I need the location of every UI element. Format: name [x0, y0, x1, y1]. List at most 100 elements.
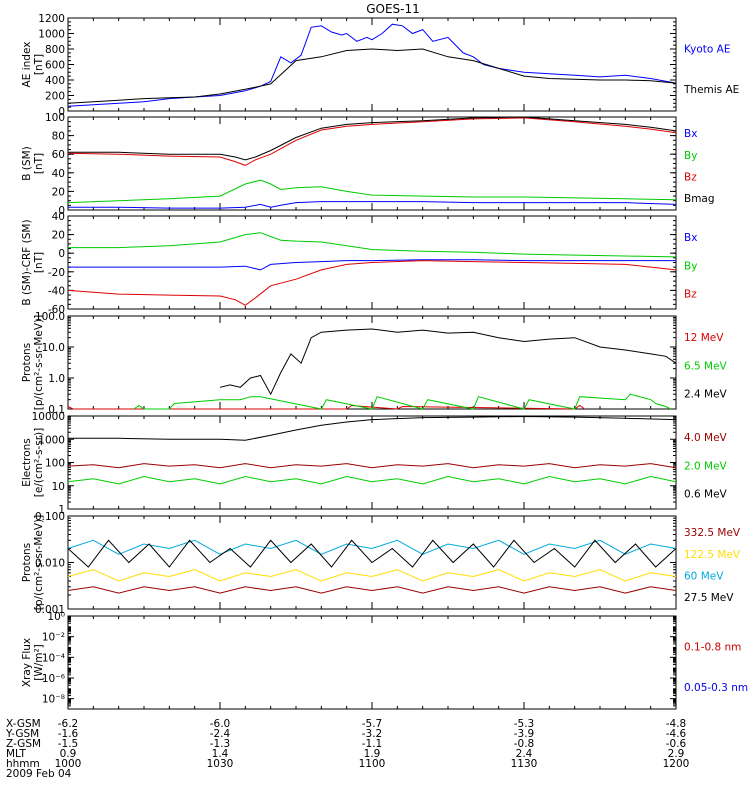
y-axis-title: B (SM) [21, 146, 33, 180]
y-axis-title: [e/(cm²-s-sr)] [33, 428, 45, 497]
x-row-value: 1130 [511, 758, 538, 770]
legend-entry: Themis AE [683, 84, 739, 96]
series-line-4-2 [67, 475, 677, 485]
panel-3: 0.1 1.0 10.0 100.0 Protons [p/(cm²-s-sr-MeV)]… [21, 311, 728, 416]
date-label: 2009 Feb 04 [6, 768, 72, 780]
y-tick-label: 60 [52, 149, 65, 161]
series-line-2-2 [67, 260, 677, 306]
x-row-label: Z-GSM [6, 738, 41, 750]
x-row-value: 1030 [207, 758, 234, 770]
series-line-1-3 [68, 116, 677, 161]
series-line-4-1 [67, 463, 677, 469]
series-line-1-0 [68, 201, 677, 209]
y-tick-label: 1000 [38, 434, 65, 446]
x-row-label: hhmm [6, 758, 40, 770]
panel-frame [67, 615, 677, 710]
legend-entry: 0.1-0.8 nm [684, 641, 741, 653]
y-tick-label: 100.0 [35, 311, 65, 323]
series-line-3-0 [67, 404, 586, 410]
panel-frame [67, 17, 677, 112]
series-line-3-1 [133, 393, 672, 410]
y-tick-label: -20 [48, 267, 65, 279]
series-line-5-3 [67, 539, 677, 568]
y-tick-label: 10000 [32, 411, 65, 423]
panel-6: 10⁻⁸ 10⁻⁶ 10⁻⁴ 10⁻² 10⁰ Xray Flux [W/m²] 0.1-0.… [21, 611, 748, 710]
x-row-value: 1.4 [212, 748, 229, 760]
y-tick-label: 10⁻⁸ [42, 694, 65, 706]
series-line-5-1 [67, 569, 677, 582]
x-row-value: 1100 [359, 758, 386, 770]
y-tick-label: 800 [45, 44, 65, 56]
legend-entry: 0.05-0.3 nm [684, 682, 748, 694]
x-row-label: MLT [6, 748, 26, 760]
y-tick-label: 0.1 [48, 404, 65, 416]
y-tick-label: -60 [48, 304, 65, 316]
y-tick-label: 0 [58, 248, 65, 260]
series-line-5-2 [67, 539, 677, 555]
y-tick-label: 0 [58, 106, 65, 118]
y-tick-label: 10⁰ [47, 611, 65, 623]
legend-entry: By [684, 150, 697, 162]
panel-0: 0 200 400 600 800 1000 1200 AE index [nT] Kyoto A… [21, 13, 739, 118]
y-tick-label: 80 [52, 131, 65, 143]
y-tick-label: 10⁻⁶ [42, 673, 65, 685]
panel-4: 1 10 100 1000 10000 Electrons [e/(cm²-s-sr)] 4.… [21, 411, 728, 516]
series-line-2-1 [68, 232, 677, 258]
x-row-label: X-GSM [6, 718, 41, 730]
panel-5: 0.001 0.010 0.100 Protons [p/(cm²-s-sr-MeV)]… [21, 511, 741, 616]
legend-entry: 122.5 MeV [684, 549, 741, 561]
series-line-5-0 [67, 586, 677, 594]
legend-entry: 27.5 MeV [684, 592, 734, 604]
x-row-value: -4.6 [666, 728, 687, 740]
x-row-value: 0.9 [60, 748, 77, 760]
series-line-0-1 [67, 48, 677, 104]
y-tick-label: 20 [52, 186, 65, 198]
y-tick-label: 0.010 [35, 558, 65, 570]
y-tick-label: 40 [52, 211, 65, 223]
y-tick-label: 100 [45, 112, 65, 124]
panel-2: -60 -40 -20 0 20 40 B (SM)-CRF (SM) [nT] Bx By Bz [21, 211, 697, 316]
x-row-value: -5.3 [514, 718, 535, 730]
panel-frame [67, 116, 677, 211]
x-row-value: 1.9 [364, 748, 381, 760]
legend-entry: Bz [684, 289, 697, 301]
y-tick-label: 1 [58, 504, 65, 516]
x-row-value: -1.5 [58, 738, 79, 750]
y-tick-label: 1.0 [48, 373, 65, 385]
legend-entry: 2.0 MeV [684, 460, 728, 472]
x-row-value: -2.4 [210, 728, 231, 740]
y-tick-label: 0.001 [35, 604, 65, 616]
y-axis-title: [nT] [33, 252, 45, 273]
y-tick-label: 10⁻² [42, 632, 65, 644]
y-tick-label: 200 [45, 91, 65, 103]
y-axis-title: AE index [21, 42, 33, 88]
y-tick-label: 100 [45, 458, 65, 470]
legend-entry: 0.6 MeV [684, 489, 728, 501]
y-tick-label: 400 [45, 75, 65, 87]
legend-entry: Bz [684, 171, 697, 183]
legend-entry: 12 MeV [684, 332, 724, 344]
y-axis-title: Xray Flux [21, 638, 33, 687]
x-row-value: 1000 [55, 758, 82, 770]
legend-entry: 2.4 MeV [684, 389, 728, 401]
y-tick-label: 20 [52, 230, 65, 242]
x-row-value: -0.8 [514, 738, 535, 750]
series-line-3-2 [219, 328, 677, 396]
legend-entry: By [684, 260, 697, 272]
series-line-4-0 [68, 415, 677, 441]
x-row-value: -3.2 [362, 728, 383, 740]
y-axis-title: B (SM)-CRF (SM) [21, 219, 33, 305]
legend-entry: Kyoto AE [684, 43, 730, 55]
y-axis-title: [p/(cm²-s-sr-MeV)] [33, 515, 45, 610]
x-row-value: -1.1 [362, 738, 383, 750]
series-line-0-0 [67, 23, 677, 107]
legend-entry: 60 MeV [684, 570, 724, 582]
y-axis-title: [nT] [33, 54, 45, 75]
legend-entry: 332.5 MeV [684, 527, 741, 539]
series-line-1-1 [67, 179, 677, 204]
y-tick-label: 10 [52, 481, 65, 493]
y-axis-title: Protons [21, 343, 33, 382]
legend-entry: Bx [684, 128, 697, 140]
y-tick-label: 1200 [38, 13, 65, 25]
